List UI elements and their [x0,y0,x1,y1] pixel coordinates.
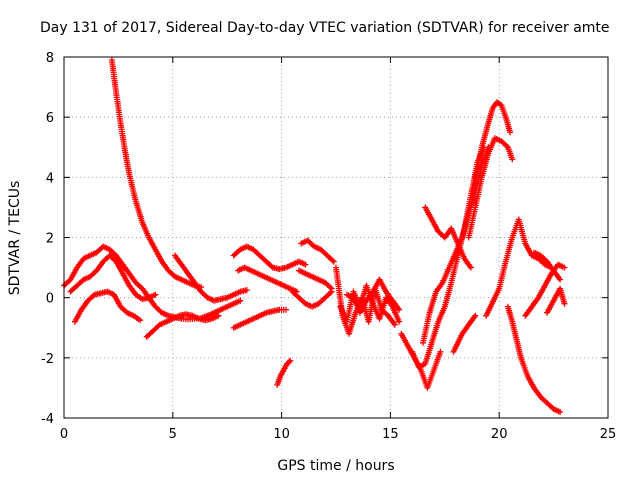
series-markers [544,285,568,316]
series-arc-16 [343,276,403,316]
series-arc-22 [465,135,516,241]
series-markers [108,57,205,291]
series-arc-10 [274,357,294,388]
y-tick-label: 0 [46,292,54,307]
series-arc-3 [71,288,144,325]
series-markers [504,303,564,415]
series-markers [420,144,492,346]
series-markers [472,99,514,181]
x-tick-label: 20 [491,427,508,442]
series-markers [143,311,222,340]
series-markers [298,237,337,265]
series-markers [483,216,555,319]
grid [64,57,608,418]
series-markers [465,135,516,241]
series-arc-21 [472,99,514,181]
series-arc-25 [504,303,564,415]
series-markers [67,252,159,303]
data-series [61,57,568,415]
x-tick-label: 5 [169,427,177,442]
series-markers [450,312,479,355]
chart-title: Day 131 of 2017, Sidereal Day-to-day VTE… [40,20,610,36]
series-markers [71,288,144,325]
series-arc-17 [398,330,444,391]
series-markers [230,306,289,331]
series-markers [398,330,444,391]
series-markers [172,252,250,304]
series-markers [531,249,564,283]
x-tick-label: 0 [60,427,68,442]
series-arc-9 [230,306,289,331]
x-tick-label: 15 [382,427,399,442]
series-arc-19 [420,144,492,346]
plot-frame [63,56,609,419]
series-arc-6 [172,252,250,304]
y-axis-label: SDTVAR / TECUs [7,181,23,296]
series-arc-27 [531,249,564,283]
x-tick-label: 25 [600,427,617,442]
series-arc-12 [296,267,335,292]
series-arc-5 [143,311,222,340]
series-arc-20 [422,204,474,271]
series-markers [61,243,244,323]
y-tick-label: -4 [41,412,54,427]
series-markers [422,204,474,271]
series-markers [296,267,335,292]
series-arc-28 [544,285,568,316]
series-arc-4 [108,57,205,291]
series-markers [343,276,403,316]
series-arc-2 [67,252,159,303]
y-tick-label: -2 [41,352,54,367]
y-tick-label: 2 [46,232,54,247]
series-arc-23 [450,312,479,355]
y-tick-label: 8 [46,51,54,66]
y-tick-label: 6 [46,111,54,126]
x-axis-label: GPS time / hours [277,458,394,474]
series-arc-24 [483,216,555,319]
series-arc-11 [298,237,337,265]
series-markers [274,357,294,388]
x-tick-label: 10 [273,427,290,442]
series-arc-13 [289,288,335,310]
series-markers [289,288,335,310]
series-markers [230,243,309,273]
series-arc-1 [61,243,244,323]
series-arc-7 [230,243,309,273]
y-tick-label: 4 [46,171,54,186]
